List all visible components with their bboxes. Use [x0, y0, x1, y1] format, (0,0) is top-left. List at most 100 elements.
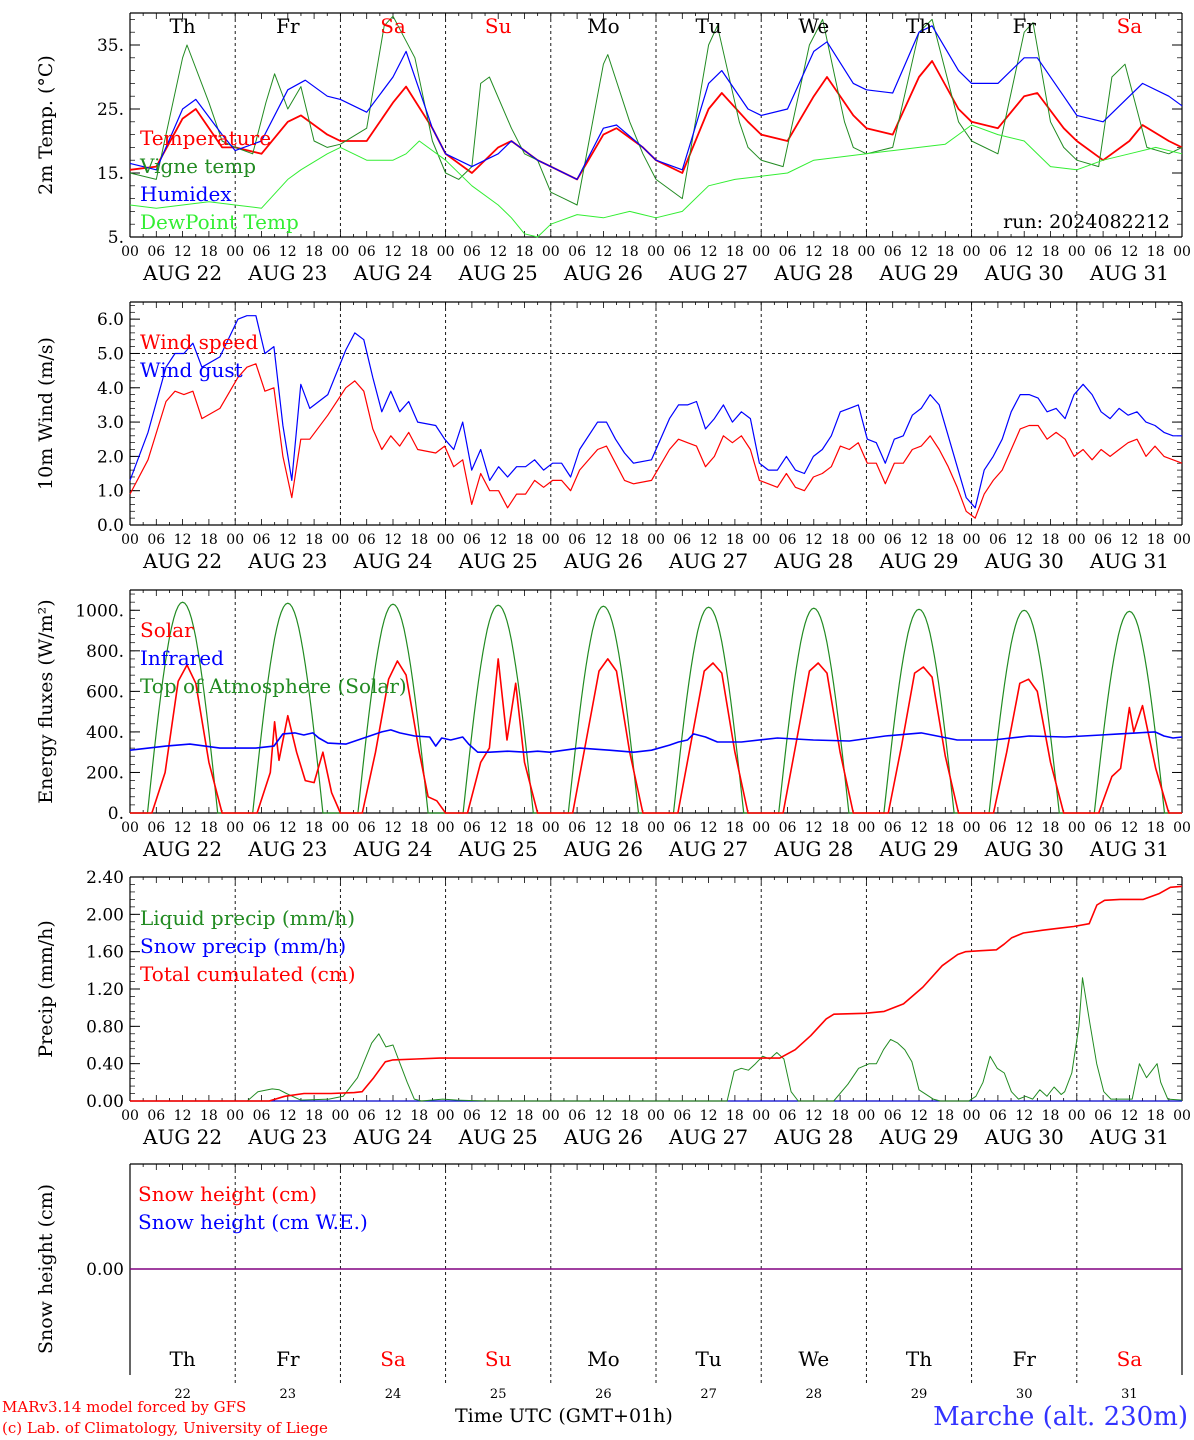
- hour-tick-label: 18: [1147, 244, 1165, 260]
- hour-tick-label: 06: [989, 532, 1007, 548]
- day-of-week-label: Tu: [695, 1347, 721, 1371]
- hour-tick-label: 06: [568, 244, 586, 260]
- hour-tick-label: 06: [884, 532, 902, 548]
- day-of-week-label: Mo: [587, 14, 620, 38]
- hour-tick-label: 00: [857, 1108, 875, 1124]
- hour-tick-label: 00: [647, 1108, 665, 1124]
- hour-tick-label: 18: [410, 244, 428, 260]
- hour-tick-label: 00: [226, 244, 244, 260]
- date-label: AUG 29: [878, 549, 958, 573]
- legend-entry: Snow height (cm W.E.): [138, 1210, 368, 1234]
- hour-tick-label: 12: [805, 820, 823, 836]
- hour-tick-label: 06: [358, 244, 376, 260]
- day-number-label: 22: [174, 1387, 191, 1402]
- hour-tick-label: 18: [831, 244, 849, 260]
- hour-tick-label: 00: [963, 1108, 981, 1124]
- y-tick-label: 0.: [108, 804, 124, 824]
- hour-tick-label: 06: [568, 820, 586, 836]
- hour-tick-label: 06: [989, 244, 1007, 260]
- hour-tick-label: 00: [542, 244, 560, 260]
- hour-tick-label: 12: [1015, 820, 1033, 836]
- y-tick-label: 6.0: [97, 310, 124, 330]
- date-label: AUG 30: [984, 261, 1064, 285]
- hour-tick-label: 06: [673, 532, 691, 548]
- hour-tick-label: 18: [621, 532, 639, 548]
- hour-tick-label: 00: [121, 532, 139, 548]
- hour-tick-label: 00: [752, 532, 770, 548]
- date-label: AUG 27: [668, 549, 748, 573]
- series-line: [129, 315, 1182, 509]
- y-tick-label: 2.40: [86, 868, 124, 888]
- hour-tick-label: 06: [779, 244, 797, 260]
- hour-tick-label: 06: [673, 820, 691, 836]
- series-line: [129, 363, 1183, 519]
- hour-tick-label: 12: [1120, 820, 1138, 836]
- hour-tick-label: 18: [936, 532, 954, 548]
- hour-tick-label: 12: [594, 244, 612, 260]
- hour-tick-label: 18: [621, 244, 639, 260]
- hour-tick-label: 06: [673, 244, 691, 260]
- hour-tick-label: 18: [1042, 244, 1060, 260]
- hour-tick-label: 18: [831, 1108, 849, 1124]
- hour-tick-label: 18: [1042, 1108, 1060, 1124]
- hour-tick-label: 18: [516, 532, 534, 548]
- hour-tick-label: 12: [910, 1108, 928, 1124]
- series-line: [129, 729, 1183, 753]
- hour-tick-label: 00: [1068, 1108, 1086, 1124]
- hour-tick-label: 00: [226, 820, 244, 836]
- date-label: AUG 26: [563, 261, 643, 285]
- date-label: AUG 22: [142, 837, 222, 861]
- series-line: [130, 977, 1183, 1102]
- hour-tick-label: 06: [1094, 244, 1112, 260]
- date-label: AUG 28: [773, 261, 853, 285]
- y-tick-label: 1.60: [86, 943, 124, 963]
- hour-tick-label: 12: [384, 820, 402, 836]
- hour-tick-label: 06: [884, 244, 902, 260]
- hour-tick-label: 18: [936, 820, 954, 836]
- legend-entry: Snow precip (mm/h): [140, 934, 346, 958]
- hour-tick-label: 00: [121, 1108, 139, 1124]
- date-label: AUG 24: [352, 261, 432, 285]
- hour-tick-label: 06: [358, 532, 376, 548]
- day-of-week-label: We: [798, 1347, 829, 1371]
- day-of-week-label: Th: [169, 1347, 195, 1371]
- hour-tick-label: 18: [1147, 1108, 1165, 1124]
- date-label: AUG 24: [352, 1125, 432, 1149]
- date-label: AUG 31: [1089, 1125, 1169, 1149]
- hour-tick-label: 18: [516, 1108, 534, 1124]
- hour-tick-label: 06: [253, 1108, 271, 1124]
- day-of-week-label: Fr: [1012, 14, 1036, 38]
- hour-tick-label: 18: [621, 820, 639, 836]
- y-axis-label: 2m Temp. (°C): [35, 55, 57, 195]
- hour-tick-label: 18: [305, 244, 323, 260]
- series-line: [129, 60, 1183, 181]
- legend-entry: Infrared: [140, 646, 224, 670]
- y-tick-label: 4.0: [97, 379, 124, 399]
- day-of-week-label: Sa: [1117, 14, 1143, 38]
- hour-tick-label: 12: [384, 244, 402, 260]
- legend-entry: Wind speed: [140, 330, 258, 354]
- y-axis-label: 10m Wind (m/s): [35, 337, 57, 490]
- hour-tick-label: 06: [253, 820, 271, 836]
- hour-tick-label: 12: [489, 244, 507, 260]
- hour-tick-label: 06: [358, 1108, 376, 1124]
- legend-entry: Humidex: [140, 182, 232, 206]
- hour-tick-label: 12: [1120, 1108, 1138, 1124]
- hour-tick-label: 12: [174, 820, 192, 836]
- hour-tick-label: 12: [700, 244, 718, 260]
- hour-tick-label: 12: [174, 532, 192, 548]
- day-of-week-label: Fr: [276, 1347, 300, 1371]
- date-label: AUG 24: [352, 837, 432, 861]
- y-tick-label: 0.0: [97, 516, 124, 536]
- hour-tick-label: 00: [1068, 820, 1086, 836]
- hour-tick-label: 12: [805, 244, 823, 260]
- hour-tick-label: 18: [831, 532, 849, 548]
- hour-tick-label: 00: [121, 820, 139, 836]
- legend-entry: Vigne temp: [139, 154, 256, 178]
- hour-tick-label: 00: [121, 244, 139, 260]
- series-line: [130, 885, 1183, 1102]
- date-label: AUG 23: [247, 837, 327, 861]
- hour-tick-label: 00: [542, 1108, 560, 1124]
- series-line: [129, 15, 1183, 206]
